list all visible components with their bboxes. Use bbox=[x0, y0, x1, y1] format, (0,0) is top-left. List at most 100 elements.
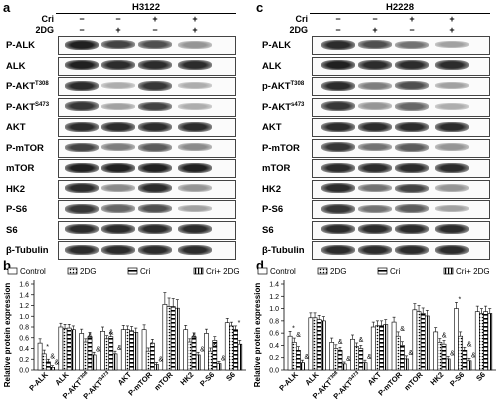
chart-b-significance-mark: & bbox=[221, 355, 226, 362]
chart-b-bar bbox=[41, 353, 47, 371]
chart-d-bar bbox=[320, 320, 326, 371]
chart-b-significance-mark: & bbox=[200, 346, 205, 353]
blot-a-band bbox=[101, 40, 135, 49]
blot-c-band bbox=[435, 205, 469, 212]
blot-a-condition-sign: + bbox=[192, 25, 198, 35]
blot-c-band bbox=[321, 183, 355, 193]
blot-a-band bbox=[65, 80, 99, 91]
blot-a-lane-label: S6 bbox=[6, 224, 18, 236]
chart-b-significance-mark: * bbox=[238, 320, 241, 327]
blot-c-blot-strip bbox=[312, 179, 490, 199]
chart-d-significance-mark: & bbox=[305, 354, 310, 361]
chart-b-y-tick-label: 0.4 bbox=[19, 346, 29, 353]
blot-a-condition-cri: Cri bbox=[41, 14, 54, 24]
blot-a-band bbox=[138, 162, 172, 173]
blot-c-band bbox=[435, 143, 469, 151]
blot-c-band bbox=[395, 142, 429, 152]
blot-c-band bbox=[395, 204, 429, 213]
chart-b-significance-mark: & bbox=[109, 330, 114, 337]
chart-b-x-tick-label: P-mTOR bbox=[126, 370, 154, 398]
blot-a-band bbox=[138, 224, 172, 234]
blot-a-band bbox=[65, 39, 99, 50]
blot-c-condition-sign: − bbox=[409, 25, 415, 35]
blot-a-band bbox=[65, 101, 99, 111]
chart-d-bar bbox=[329, 342, 335, 371]
blot-a-band bbox=[65, 142, 99, 152]
chart-d-bar bbox=[424, 315, 430, 371]
chart-d-significance-mark: & bbox=[400, 326, 405, 333]
blot-a-band bbox=[138, 121, 172, 132]
chart-d-significance-mark: & bbox=[346, 356, 351, 363]
chart-b-x-tick-label: HK2 bbox=[178, 370, 195, 387]
chart-d-bar bbox=[354, 346, 360, 371]
chart-d-significance-mark: & bbox=[409, 350, 414, 357]
chart-b-y-label: Relative protein expression bbox=[3, 283, 12, 388]
chart-d-bar bbox=[404, 358, 409, 371]
blot-c-band bbox=[321, 224, 355, 234]
chart-b-x-tick-label: P-ALK bbox=[27, 370, 50, 393]
blot-a-band bbox=[178, 143, 212, 151]
blot-a-band bbox=[65, 121, 99, 132]
blot-a-blot-strip bbox=[58, 220, 236, 240]
blot-c-band bbox=[395, 183, 429, 193]
chart-d-bar bbox=[337, 350, 343, 371]
chart-b-bar bbox=[229, 325, 234, 371]
chart-d-bar bbox=[445, 358, 451, 371]
blot-c-lane-label: β-Tubulin bbox=[262, 245, 305, 256]
chart-b-bar bbox=[125, 329, 130, 371]
chart-d-y-tick-label: 1.0 bbox=[269, 306, 279, 313]
chart-b-bar bbox=[195, 354, 201, 371]
blot-a-lane-label: β-Tubulin bbox=[6, 245, 49, 256]
chart-d-bar bbox=[454, 308, 459, 371]
chart-d-x-tick-label: AKT bbox=[366, 370, 384, 388]
chart-d-x-tick-label: P-S6 bbox=[448, 370, 466, 388]
chart-d-x-tick-label: P-mTOR bbox=[376, 370, 404, 398]
blot-a-band bbox=[101, 224, 135, 234]
blot-a-lane-label: P-AKTT308 bbox=[6, 81, 49, 93]
chart-d-significance-mark: & bbox=[296, 332, 301, 339]
blot-c-lane-label: p-AKTT308 bbox=[262, 81, 305, 93]
blot-c-lane-label: ALK bbox=[262, 60, 282, 72]
chart-b-bar bbox=[104, 338, 110, 371]
blot-c-condition-sign: − bbox=[372, 14, 378, 24]
blot-c-band bbox=[435, 121, 469, 132]
blot-c-blot-strip bbox=[312, 200, 490, 219]
blot-a-band bbox=[65, 244, 99, 255]
chart-d-legend-swatch bbox=[257, 267, 268, 275]
blot-c-blot-strip bbox=[312, 220, 490, 240]
chart-d-x-tick-label: P-ALK bbox=[277, 370, 300, 393]
blot-a-band bbox=[101, 143, 135, 151]
blot-a-condition-2dg: 2DG bbox=[35, 25, 54, 35]
blot-c-condition-sign: − bbox=[335, 14, 341, 24]
blot-c-condition-sign: + bbox=[449, 25, 455, 35]
chart-d-bar bbox=[291, 342, 297, 371]
chart-d-bar bbox=[375, 325, 380, 371]
blot-c-band bbox=[321, 101, 355, 111]
blot-c-lane-label: P-AKTs473 bbox=[262, 101, 305, 113]
chart-b-bar bbox=[79, 333, 85, 371]
blot-a-blot-strip bbox=[58, 138, 236, 158]
blot-c-condition-sign: + bbox=[409, 14, 415, 24]
chart-b-bar bbox=[108, 336, 114, 371]
chart-d-significance-mark: & bbox=[338, 339, 343, 346]
blot-c-band bbox=[358, 102, 392, 110]
chart-d-bar bbox=[412, 309, 418, 371]
chart-b-bar bbox=[50, 367, 55, 371]
chart-b-bar bbox=[37, 342, 43, 371]
blot-c-band bbox=[358, 121, 392, 132]
blot-c-cell-line: H2228 bbox=[386, 2, 414, 13]
chart-d-x-tick-label: mTOR bbox=[402, 370, 425, 393]
blot-c-band bbox=[358, 204, 392, 213]
chart-b-x-tick-label: ALK bbox=[53, 370, 71, 388]
blot-c-band bbox=[395, 81, 429, 90]
chart-b-legend-swatch bbox=[7, 267, 18, 275]
blot-c-band bbox=[395, 224, 429, 234]
chart-d-bar bbox=[416, 311, 422, 371]
blot-c-blot-strip bbox=[312, 241, 490, 260]
chart-d-bar bbox=[308, 317, 314, 371]
chart-b-legend-label: 2DG bbox=[80, 267, 96, 276]
blot-c-blot-strip bbox=[312, 159, 490, 178]
blot-a-band bbox=[178, 60, 212, 70]
blot-c-lane-label: HK2 bbox=[262, 183, 282, 195]
chart-d-bar bbox=[474, 311, 480, 371]
